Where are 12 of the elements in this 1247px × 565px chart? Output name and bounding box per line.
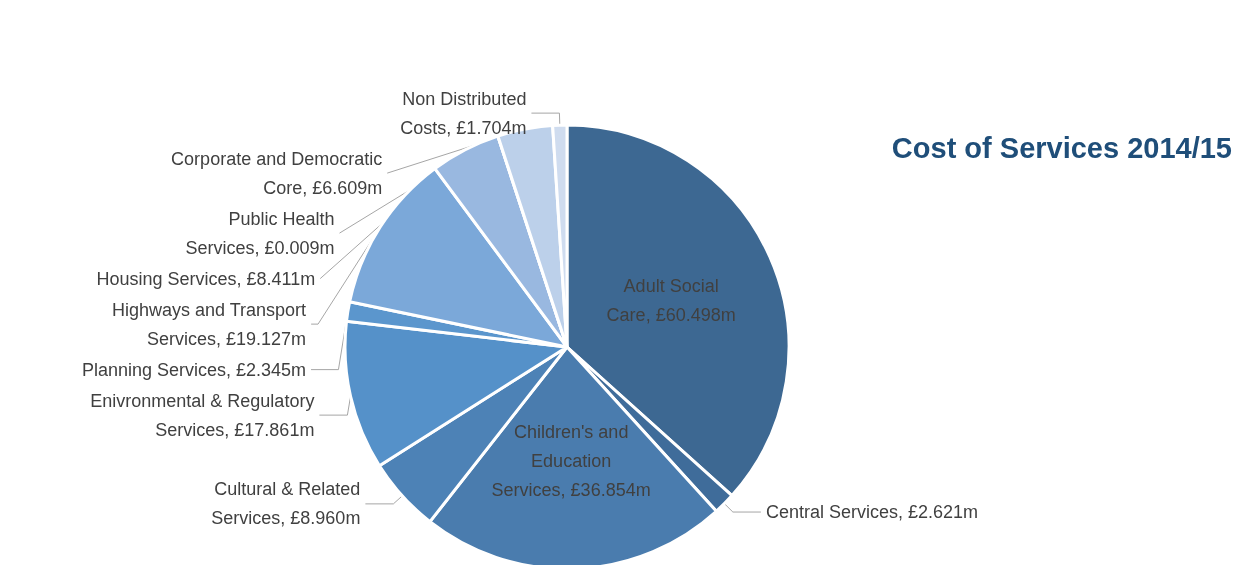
slice-label: Planning Services, £2.345m: [81, 359, 307, 380]
slice-label: Cultural & Related Services, £8.960m: [211, 479, 361, 529]
slice-label: Corporate and Democratic Core, £6.609m: [171, 148, 383, 198]
text: Cost of Services 2014/15: [891, 131, 1233, 164]
slice-label: Public Health Services, £0.009m: [185, 208, 335, 258]
slice-label: Central Services, £2.621m: [765, 502, 978, 523]
slice-label: Highways and Transport Services, £19.127m: [112, 299, 307, 349]
slice-label: Enivronmental & Regulatory Services, £17.861m: [90, 390, 315, 440]
slice-label: Housing Services, £8.411m: [96, 268, 316, 289]
slice-label: Non Distributed Costs, £1.704m: [400, 88, 527, 138]
slice-label: Children's and Education Services, £36.854m: [491, 421, 651, 500]
slice-label: Adult Social Care, £60.498m: [606, 276, 736, 326]
